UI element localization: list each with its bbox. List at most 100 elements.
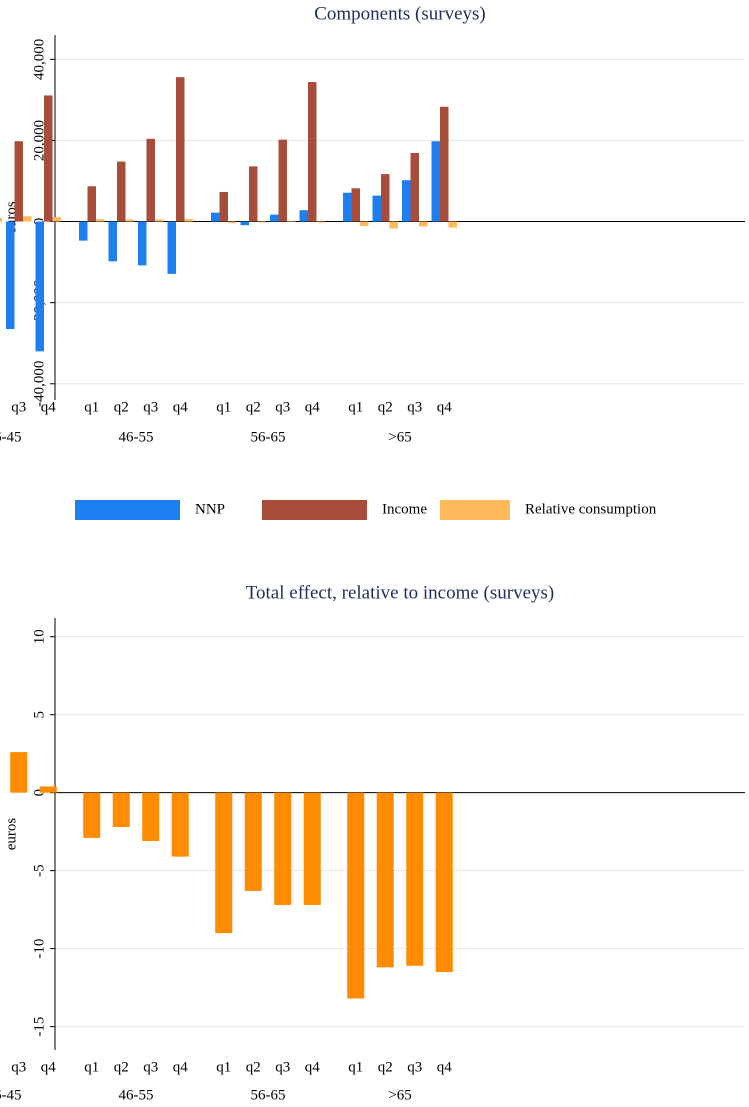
bar: [244, 792, 262, 891]
group-label: >65: [388, 1087, 411, 1103]
bar: [240, 221, 249, 226]
y-tick-label: 40,000: [31, 39, 47, 80]
x-tick-label: q3: [275, 1059, 290, 1075]
bar: [440, 106, 449, 222]
bar: [83, 792, 101, 838]
y-tick-label: -40,000: [31, 361, 47, 407]
x-tick-label: q4: [437, 399, 453, 415]
x-tick-label: q2: [114, 399, 129, 415]
y-tick-label: 0: [31, 789, 47, 797]
bar: [117, 161, 126, 222]
bar: [343, 192, 352, 222]
bar: [211, 212, 220, 222]
x-tick-label: q4: [41, 1059, 57, 1075]
bar: [308, 82, 317, 222]
bar: [138, 221, 147, 266]
bar: [303, 792, 321, 905]
x-tick-label: q4: [305, 1059, 321, 1075]
bar: [219, 191, 228, 222]
bar: [184, 219, 193, 222]
bar: [347, 792, 365, 999]
x-tick-label: q1: [84, 1059, 99, 1075]
x-tick-label: q1: [216, 399, 231, 415]
bar: [410, 153, 419, 222]
legend-label: Relative consumption: [525, 501, 657, 517]
bar: [6, 221, 15, 330]
bar: [351, 188, 360, 222]
y-tick-label: 20,000: [31, 120, 47, 161]
x-tick-label: q2: [246, 399, 261, 415]
x-tick-label: q4: [173, 1059, 189, 1075]
bar: [155, 219, 164, 222]
group-label: >65: [388, 429, 411, 445]
bar: [52, 217, 61, 222]
bar: [316, 221, 325, 223]
bar: [39, 786, 57, 793]
bar: [278, 139, 287, 222]
bar: [176, 77, 185, 222]
x-tick-label: q2: [246, 1059, 261, 1075]
bar: [0, 217, 2, 222]
x-tick-label: q4: [41, 399, 57, 415]
bar: [171, 792, 189, 857]
bar: [270, 214, 279, 222]
y-tick-label: -5: [31, 864, 47, 877]
bar: [215, 792, 233, 934]
x-tick-label: q2: [378, 1059, 393, 1075]
bar: [376, 792, 394, 968]
bar: [372, 195, 381, 222]
bar: [167, 221, 176, 274]
group-label: 36-45: [0, 1087, 22, 1103]
bar: [112, 792, 130, 827]
bar: [228, 221, 237, 224]
bar: [35, 221, 44, 352]
x-tick-label: q1: [348, 399, 363, 415]
bar: [435, 792, 453, 973]
bar: [431, 141, 440, 222]
group-label: 46-55: [119, 1087, 154, 1103]
bar: [287, 220, 296, 222]
group-label: 36-45: [0, 429, 22, 445]
bar: [96, 219, 105, 222]
y-tick-label: 10: [31, 629, 47, 644]
x-tick-label: q3: [11, 1059, 26, 1075]
bar: [402, 180, 411, 222]
bar: [142, 792, 160, 842]
y-axis-title: euros: [3, 818, 19, 851]
bar: [108, 221, 117, 262]
bar: [419, 221, 428, 227]
x-tick-label: q3: [11, 399, 26, 415]
bar: [125, 219, 134, 222]
bar: [381, 174, 390, 222]
bar: [249, 166, 258, 222]
chart-title: Total effect, relative to income (survey…: [246, 582, 555, 603]
bar: [10, 752, 28, 793]
x-tick-label: q2: [378, 399, 393, 415]
x-tick-label: q3: [407, 1059, 422, 1075]
chart-title: Components (surveys): [314, 3, 486, 24]
x-tick-label: q3: [143, 399, 158, 415]
bar: [257, 221, 266, 223]
legend-swatch: [262, 500, 367, 520]
bar: [87, 186, 96, 222]
legend-swatch: [75, 500, 180, 520]
x-tick-label: q2: [114, 1059, 129, 1075]
bar: [44, 95, 53, 222]
x-tick-label: q3: [275, 399, 290, 415]
bar: [14, 141, 23, 222]
bar: [274, 792, 292, 905]
x-tick-label: q3: [143, 1059, 158, 1075]
x-tick-label: q1: [216, 1059, 231, 1075]
group-label: 46-55: [119, 429, 154, 445]
legend-label: NNP: [195, 501, 225, 517]
bar: [360, 221, 369, 227]
x-tick-label: q1: [84, 399, 99, 415]
bar: [146, 138, 155, 222]
x-tick-label: q4: [305, 399, 321, 415]
y-tick-label: 5: [31, 711, 47, 719]
group-label: 56-65: [251, 1087, 286, 1103]
legend-swatch: [440, 500, 510, 520]
bar: [23, 216, 32, 222]
y-tick-label: -15: [31, 1017, 47, 1037]
